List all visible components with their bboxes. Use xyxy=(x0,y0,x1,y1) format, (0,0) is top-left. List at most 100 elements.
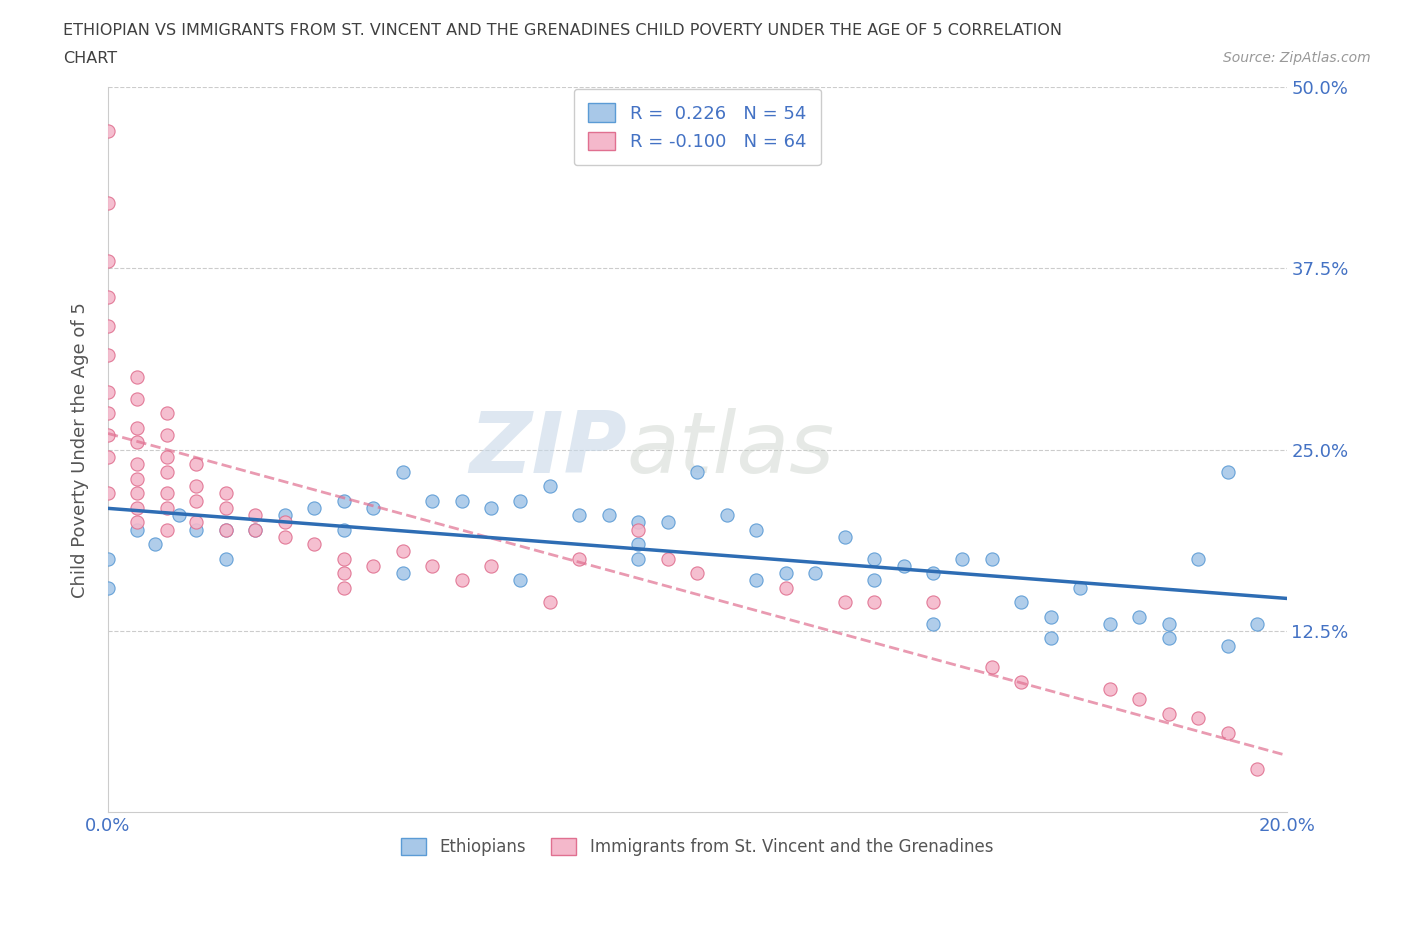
Point xyxy=(450,573,472,588)
Point xyxy=(804,565,827,580)
Point xyxy=(245,522,267,537)
Point xyxy=(274,529,297,544)
Point xyxy=(509,573,531,588)
Point xyxy=(1157,706,1180,721)
Text: ZIP: ZIP xyxy=(470,408,627,491)
Point xyxy=(127,435,149,450)
Point xyxy=(97,123,120,138)
Point xyxy=(215,551,238,566)
Point xyxy=(186,515,208,530)
Point xyxy=(361,500,384,515)
Text: CHART: CHART xyxy=(63,51,117,66)
Point xyxy=(568,551,591,566)
Point xyxy=(332,580,354,595)
Point xyxy=(716,508,738,523)
Point xyxy=(627,515,650,530)
Point xyxy=(97,290,120,305)
Point xyxy=(657,551,679,566)
Point xyxy=(361,558,384,573)
Point xyxy=(627,522,650,537)
Point xyxy=(97,406,120,421)
Point xyxy=(420,558,443,573)
Point xyxy=(274,515,297,530)
Point xyxy=(391,464,413,479)
Point xyxy=(863,551,886,566)
Point xyxy=(627,537,650,551)
Point xyxy=(538,594,561,609)
Point xyxy=(304,537,326,551)
Point xyxy=(156,500,179,515)
Point xyxy=(127,515,149,530)
Point xyxy=(775,580,797,595)
Point xyxy=(127,392,149,406)
Point xyxy=(1246,762,1268,777)
Point xyxy=(245,508,267,523)
Point xyxy=(1039,631,1062,645)
Point xyxy=(1216,464,1239,479)
Point xyxy=(893,558,915,573)
Point xyxy=(834,594,856,609)
Point xyxy=(922,617,945,631)
Point xyxy=(1010,594,1032,609)
Point xyxy=(686,464,709,479)
Point xyxy=(186,522,208,537)
Point xyxy=(97,384,120,399)
Point xyxy=(1187,551,1209,566)
Point xyxy=(391,544,413,559)
Point xyxy=(97,551,120,566)
Text: ETHIOPIAN VS IMMIGRANTS FROM ST. VINCENT AND THE GRENADINES CHILD POVERTY UNDER : ETHIOPIAN VS IMMIGRANTS FROM ST. VINCENT… xyxy=(63,23,1063,38)
Point xyxy=(479,500,502,515)
Point xyxy=(657,515,679,530)
Point xyxy=(538,479,561,494)
Point xyxy=(127,522,149,537)
Point xyxy=(1069,580,1091,595)
Point xyxy=(686,565,709,580)
Point xyxy=(127,485,149,500)
Point xyxy=(97,580,120,595)
Point xyxy=(775,565,797,580)
Point xyxy=(127,370,149,385)
Point xyxy=(127,472,149,486)
Point xyxy=(627,551,650,566)
Point xyxy=(863,573,886,588)
Point xyxy=(156,464,179,479)
Point xyxy=(745,573,768,588)
Point xyxy=(215,522,238,537)
Point xyxy=(167,508,190,523)
Point xyxy=(745,522,768,537)
Point xyxy=(97,254,120,269)
Point xyxy=(568,508,591,523)
Point xyxy=(598,508,620,523)
Point xyxy=(156,449,179,464)
Point xyxy=(450,493,472,508)
Point xyxy=(1157,631,1180,645)
Point xyxy=(479,558,502,573)
Point xyxy=(1098,617,1121,631)
Point xyxy=(1187,711,1209,725)
Point xyxy=(1157,617,1180,631)
Point xyxy=(186,457,208,472)
Point xyxy=(332,522,354,537)
Point xyxy=(332,565,354,580)
Point xyxy=(981,660,1004,675)
Point xyxy=(186,493,208,508)
Point xyxy=(156,522,179,537)
Point xyxy=(1216,638,1239,653)
Point xyxy=(391,565,413,580)
Point xyxy=(156,485,179,500)
Point xyxy=(215,500,238,515)
Point xyxy=(156,406,179,421)
Legend: Ethiopians, Immigrants from St. Vincent and the Grenadines: Ethiopians, Immigrants from St. Vincent … xyxy=(388,825,1007,870)
Point xyxy=(1128,692,1150,707)
Point xyxy=(1246,617,1268,631)
Point xyxy=(863,594,886,609)
Point xyxy=(332,551,354,566)
Point xyxy=(981,551,1004,566)
Point xyxy=(127,420,149,435)
Point xyxy=(97,195,120,210)
Point xyxy=(97,485,120,500)
Text: Source: ZipAtlas.com: Source: ZipAtlas.com xyxy=(1223,51,1371,65)
Point xyxy=(1216,725,1239,740)
Point xyxy=(97,348,120,363)
Point xyxy=(420,493,443,508)
